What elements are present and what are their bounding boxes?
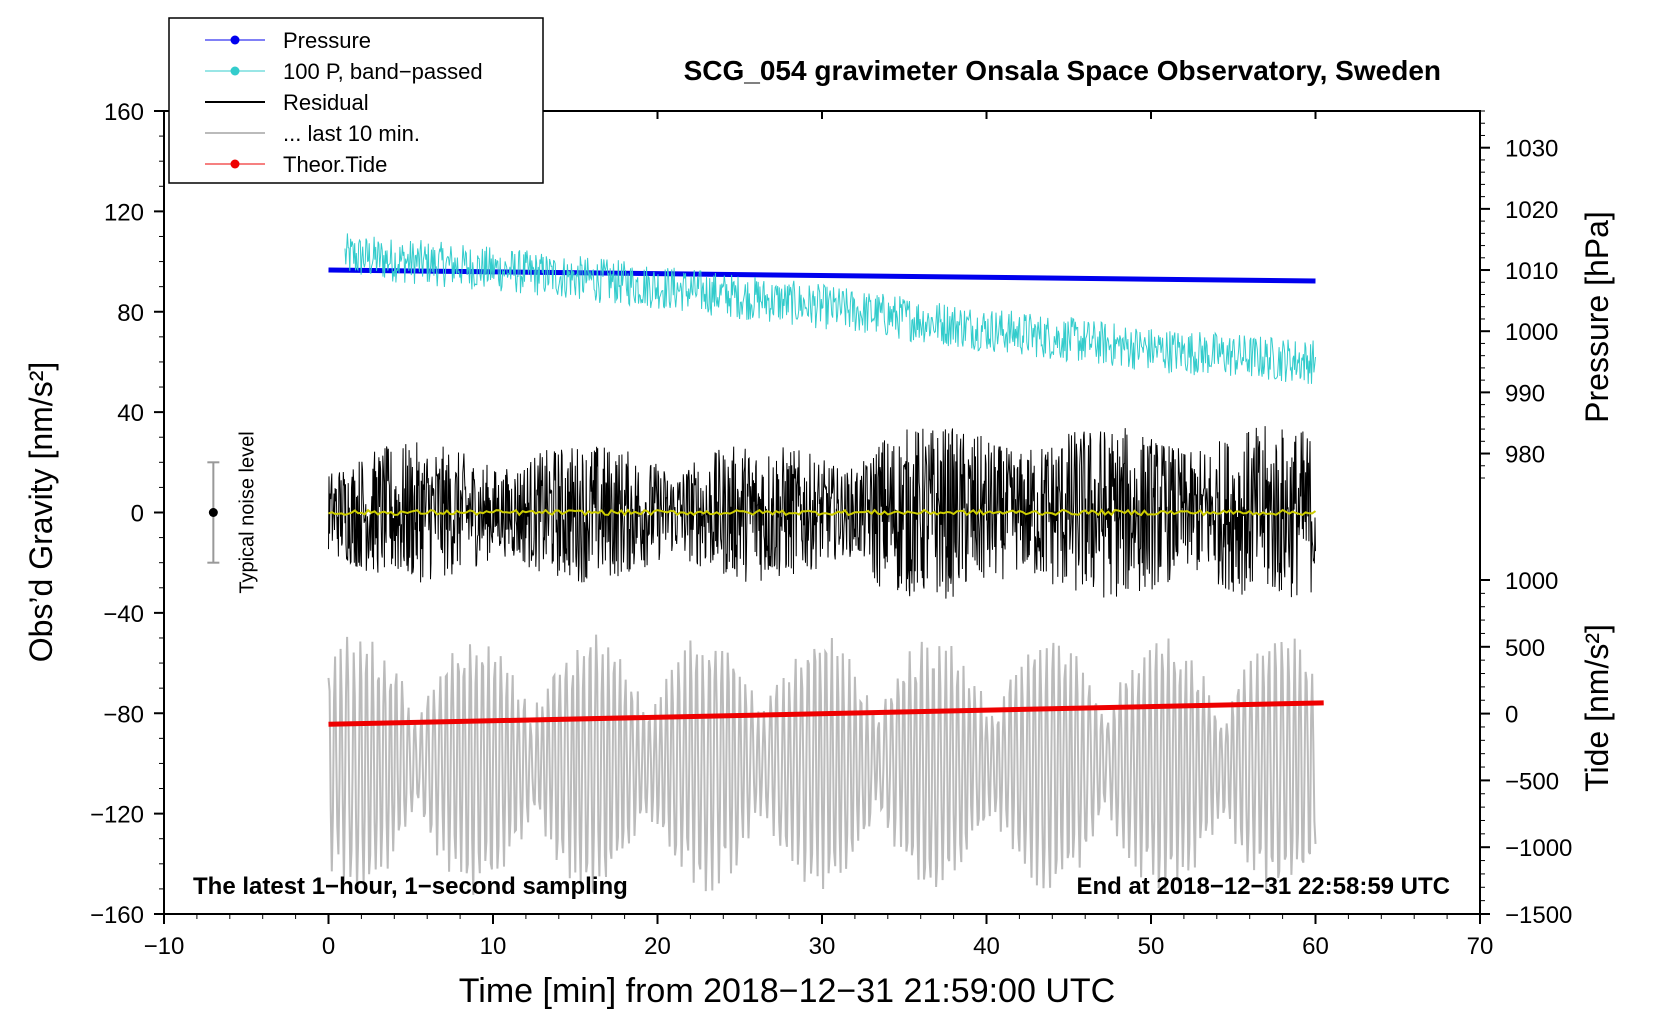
last-10-min-trace (327, 634, 1317, 896)
end-time-annotation: End at 2018−12−31 22:58:59 UTC (1076, 873, 1450, 900)
y-tick-label: −120 (90, 802, 144, 829)
y-tick-label: −40 (103, 601, 144, 628)
tide-tick-label: 500 (1505, 635, 1545, 662)
y-tick-label: −160 (90, 902, 144, 929)
pressure-tick-label: 1000 (1505, 319, 1558, 346)
legend-label: 100 P, band−passed (283, 59, 483, 84)
bandpass-pressure-trace (344, 233, 1316, 384)
axes-layer: −10 0 10 20 30 40 50 60 70−160−120−80−4004080120… (90, 99, 1572, 960)
pressure-tick-label: 1030 (1505, 136, 1558, 163)
x-tick-label: 0 (322, 933, 335, 960)
tide-tick-label: 0 (1505, 702, 1518, 729)
y-tick-label: 80 (117, 300, 144, 327)
chart-title: SCG_054 gravimeter Onsala Space Observat… (684, 55, 1441, 86)
legend-swatch-dot (230, 159, 240, 169)
tide-trace (328, 700, 1324, 727)
y-tick-label: −80 (103, 701, 144, 728)
pressure-trace (328, 267, 1316, 284)
tide-tick-label: 1000 (1505, 568, 1558, 595)
series-layer (327, 233, 1324, 896)
y-tick-label: 160 (104, 99, 144, 126)
legend-swatch-dot (230, 66, 240, 76)
x-axis-label: Time [min] from 2018−12−31 21:59:00 UTC (459, 972, 1115, 1010)
residual-trace (328, 426, 1316, 599)
y-tick-label: 0 (131, 501, 144, 528)
x-tick-label: 20 (644, 933, 671, 960)
x-tick-label: 10 (480, 933, 507, 960)
x-tick-label: 50 (1138, 933, 1165, 960)
x-tick-label: 70 (1467, 933, 1494, 960)
left-axis-label: Obs’d Gravity [nm/s²] (23, 362, 59, 663)
legend: Pressure 100 P, band−passed Residual ... la… (168, 17, 544, 184)
pressure-tick-label: 980 (1505, 442, 1545, 469)
y-tick-label: 120 (104, 199, 144, 226)
x-tick-label: 60 (1302, 933, 1329, 960)
legend-box (168, 17, 544, 184)
legend-swatch-dot (230, 35, 240, 45)
legend-label: ... last 10 min. (283, 121, 420, 146)
tide-tick-label: −500 (1505, 768, 1559, 795)
legend-label: Theor.Tide (283, 152, 387, 177)
legend-label: Residual (283, 90, 369, 115)
y-tick-label: 40 (117, 400, 144, 427)
pressure-tick-label: 990 (1505, 380, 1545, 407)
pressure-tick-label: 1020 (1505, 197, 1558, 224)
legend-label: Pressure (283, 28, 371, 53)
x-tick-label: 40 (973, 933, 1000, 960)
smoothed-residual-trace (328, 508, 1317, 517)
tide-axis-label: Tide [nm/s²] (1579, 624, 1615, 792)
noise-level-label: Typical noise level (236, 431, 258, 593)
sampling-annotation: The latest 1−hour, 1−second sampling (193, 873, 628, 900)
noise-dot (208, 508, 218, 517)
tide-tick-label: −1500 (1505, 902, 1572, 929)
pressure-tick-label: 1010 (1505, 258, 1558, 285)
tide-tick-label: −1000 (1505, 835, 1572, 862)
x-tick-label: −10 (144, 933, 185, 960)
x-tick-label: 30 (809, 933, 836, 960)
pressure-axis-label: Pressure [hPa] (1579, 211, 1615, 423)
